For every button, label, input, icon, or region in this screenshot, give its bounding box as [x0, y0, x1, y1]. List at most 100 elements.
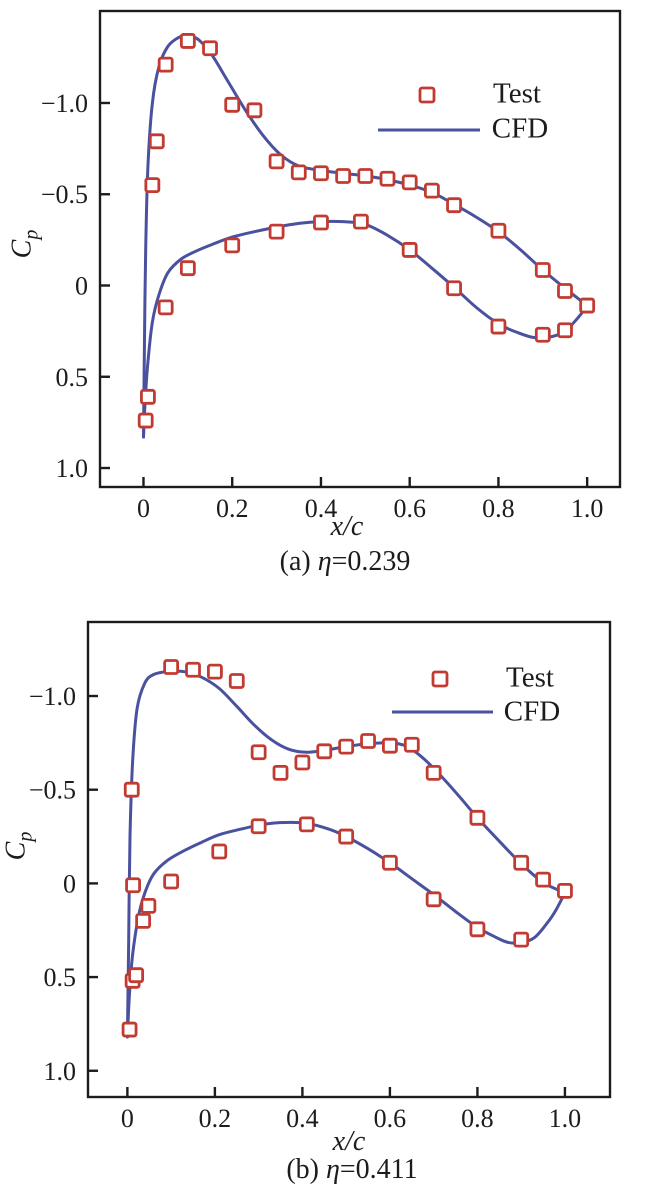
- test-marker: [557, 322, 573, 339]
- test-marker: [579, 297, 596, 314]
- test-marker: [290, 164, 307, 181]
- cfd-curve-lower-b: [125, 820, 567, 1039]
- test-markers-lower-b: [121, 816, 530, 1038]
- test-marker: [469, 921, 486, 938]
- test-marker: [490, 222, 507, 239]
- test-marker: [224, 237, 241, 254]
- legend-b: [392, 670, 493, 714]
- legend-a: [378, 86, 480, 132]
- test-marker: [316, 743, 333, 760]
- test-marker: [121, 1021, 138, 1038]
- test-marker: [163, 659, 180, 675]
- test-marker: [557, 283, 573, 299]
- legend-label-cfd-a: CFD: [491, 112, 549, 145]
- test-marker: [268, 223, 285, 240]
- test-marker: [294, 754, 311, 771]
- test-marker: [535, 871, 551, 888]
- legend-label-test-a: Test: [493, 77, 541, 110]
- test-marker: [382, 854, 398, 871]
- test-marker: [298, 816, 315, 833]
- test-markers-lower-a: [137, 213, 573, 429]
- test-marker: [250, 818, 267, 835]
- test-marker: [157, 299, 174, 316]
- caption-a: (a) η=0.239: [279, 546, 411, 577]
- test-markers-upper-b: [123, 659, 573, 899]
- x-tick-label-a: 0.8: [482, 494, 515, 523]
- legend-label-cfd-b: CFD: [503, 695, 561, 728]
- x-axis-label-a: x/c: [330, 511, 364, 542]
- test-marker: [425, 891, 442, 908]
- test-marker: [250, 744, 267, 761]
- x-tick-label-a: 0.6: [393, 494, 426, 523]
- y-axis-label-a: Cp: [6, 229, 43, 259]
- y-tick-label-b: −1.0: [29, 682, 76, 711]
- x-tick-label-b: 1.0: [549, 1104, 582, 1133]
- legend-test-marker-b: [431, 670, 449, 688]
- test-marker: [313, 214, 329, 231]
- test-marker: [140, 897, 157, 914]
- caption-b: (b) η=0.411: [286, 1154, 418, 1185]
- test-marker: [144, 177, 161, 194]
- test-marker: [335, 168, 352, 184]
- test-marker: [513, 854, 530, 871]
- test-marker: [272, 764, 289, 781]
- test-marker: [157, 56, 174, 73]
- test-marker: [313, 165, 329, 182]
- test-marker: [202, 40, 218, 57]
- legend-test-marker-a: [418, 86, 436, 104]
- test-marker: [382, 737, 398, 754]
- test-marker: [534, 326, 551, 343]
- test-marker: [228, 673, 245, 689]
- x-axis-label-b: x/c: [332, 1126, 366, 1157]
- test-marker: [128, 967, 145, 984]
- test-marker: [357, 168, 374, 184]
- plot-border-b: [86, 620, 612, 1099]
- y-tick-label-b: 0.5: [44, 963, 77, 992]
- test-marker: [338, 738, 355, 755]
- test-marker: [352, 213, 369, 230]
- y-tick-label-b: −0.5: [29, 776, 76, 805]
- y-tick-label-a: −0.5: [41, 180, 88, 209]
- test-marker: [469, 809, 486, 826]
- test-marker: [360, 733, 376, 749]
- plot-b: 0 0.2 0.4 0.6 0.8 1.0 −1.0 −0.5 0 0.5 1.0: [29, 620, 612, 1133]
- y-tick-label-b: 1.0: [44, 1057, 77, 1086]
- legend-label-test-b: Test: [506, 661, 554, 694]
- test-marker: [135, 912, 152, 929]
- test-marker: [137, 412, 154, 429]
- test-marker: [534, 262, 551, 278]
- x-tick-label-b: 0: [121, 1104, 134, 1133]
- test-marker: [123, 781, 140, 798]
- cfd-curve-upper-b: [125, 669, 567, 1039]
- test-marker: [148, 133, 165, 150]
- plot-border-a: [98, 9, 622, 489]
- test-marker: [206, 663, 223, 680]
- x-tick-label-a: 0: [137, 494, 150, 523]
- x-tick-label-b: 0.8: [461, 1104, 494, 1133]
- test-marker: [513, 931, 530, 948]
- cfd-curve-upper-a: [142, 33, 589, 439]
- y-tick-label-a: 0.5: [56, 363, 89, 392]
- y-tick-label-a: −1.0: [41, 89, 88, 118]
- test-marker: [446, 197, 462, 214]
- test-marker: [379, 170, 396, 187]
- test-marker: [140, 388, 156, 405]
- y-tick-label-a: 0: [75, 272, 88, 301]
- x-tick-label-a: 0.4: [305, 494, 338, 523]
- test-marker: [185, 661, 201, 678]
- test-marker: [179, 33, 196, 49]
- test-marker: [557, 882, 573, 899]
- plot-a: 0 0.2 0.4 0.6 0.8 1.0 −1.0 −0.5 0 0.5 1.0: [41, 9, 622, 523]
- test-marker: [224, 96, 241, 113]
- x-tick-label-b: 0.4: [286, 1104, 319, 1133]
- test-marker: [401, 242, 418, 258]
- test-marker: [125, 877, 141, 894]
- x-tick-label-b: 0.6: [374, 1104, 407, 1133]
- test-markers-upper-a: [144, 33, 596, 314]
- test-marker: [425, 764, 442, 781]
- test-marker: [423, 182, 440, 199]
- cfd-curve-lower-a: [142, 219, 589, 439]
- test-marker: [446, 280, 462, 297]
- test-marker: [490, 318, 507, 335]
